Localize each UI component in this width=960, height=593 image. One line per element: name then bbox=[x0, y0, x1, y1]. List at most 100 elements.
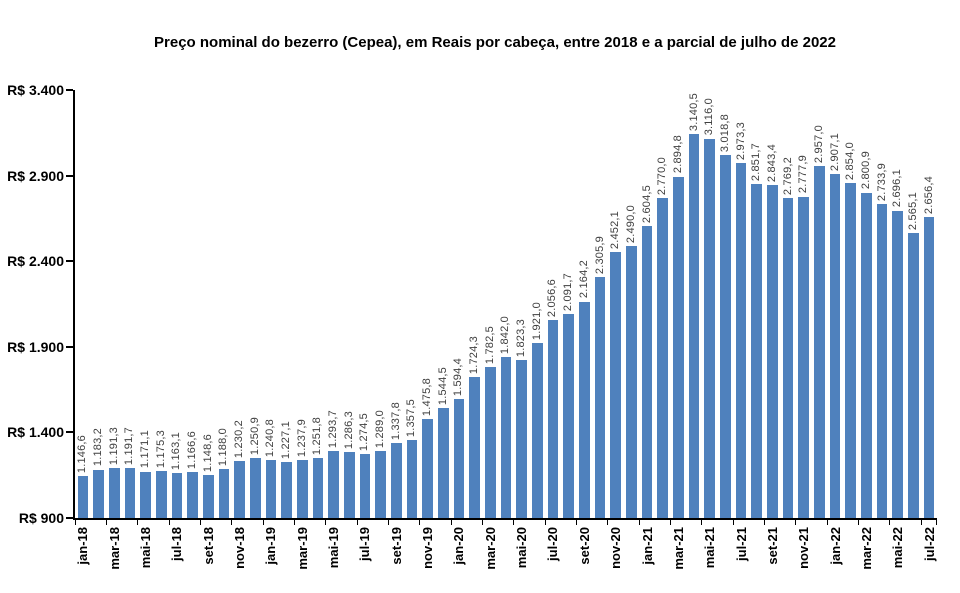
bar bbox=[876, 204, 888, 518]
bar-value-text: 1.357,5 bbox=[405, 398, 418, 437]
bar-slot: 1.237,9 mar-19 bbox=[294, 90, 310, 570]
bar-value-label: 3.116,0 bbox=[702, 98, 718, 135]
bar-value-text: 1.191,3 bbox=[107, 427, 120, 466]
x-axis-tick-mark bbox=[513, 518, 515, 525]
y-axis-tick-mark bbox=[66, 260, 73, 263]
bar-slot: 1.293,7 mai-19 bbox=[326, 90, 342, 569]
bar-slot: 1.191,7 bbox=[122, 90, 138, 518]
x-axis-tick-mark bbox=[701, 518, 703, 525]
x-axis-tick-mark bbox=[356, 518, 358, 525]
bar-value-label: 1.163,1 bbox=[169, 432, 185, 470]
x-axis-label-text: jan-19 bbox=[263, 527, 279, 565]
bar-value-text: 1.166,6 bbox=[186, 431, 199, 470]
bar-value-text: 2.604,5 bbox=[640, 185, 653, 224]
y-axis-tick-mark bbox=[66, 89, 73, 91]
x-axis-tick-mark bbox=[826, 518, 828, 525]
bar-value-label: 1.337,8 bbox=[388, 402, 404, 440]
bar-value-label: 2.800,9 bbox=[859, 151, 875, 189]
x-axis-tick-mark bbox=[576, 518, 578, 525]
bar-value-label: 2.565,1 bbox=[906, 192, 922, 230]
x-axis-tick-mark bbox=[262, 518, 264, 525]
bar-value-text: 2.800,9 bbox=[859, 151, 872, 190]
x-axis-label: jan-18 bbox=[75, 527, 91, 565]
bar bbox=[375, 451, 386, 518]
bar bbox=[579, 301, 590, 518]
bar-value-text: 1.230,2 bbox=[233, 420, 246, 459]
x-axis-label: mai-18 bbox=[138, 527, 154, 568]
x-axis-tick-mark bbox=[293, 518, 295, 525]
x-axis-tick-mark bbox=[105, 518, 107, 525]
x-axis-tick-mark bbox=[231, 518, 233, 525]
bar-slot: 1.188,0 bbox=[216, 90, 232, 518]
bar-value-text: 1.250,9 bbox=[248, 416, 261, 455]
bar bbox=[720, 155, 731, 518]
bar bbox=[735, 163, 747, 518]
bar-slot: 1.842,0 bbox=[498, 90, 514, 518]
y-axis-tick-label: R$ 3.400 bbox=[7, 82, 64, 98]
x-axis-label: set-20 bbox=[577, 527, 593, 565]
bar-slot: 1.183,2 bbox=[91, 90, 107, 518]
bar-slot: 1.475,8 nov-19 bbox=[420, 90, 436, 569]
bar-value-text: 1.146,6 bbox=[76, 434, 89, 473]
plot-area: 1.146,6 jan-18 1.183,2 1.191,3 mar-18 1.191,7… bbox=[66, 89, 937, 570]
bar-value-label: 2.973,3 bbox=[733, 122, 749, 160]
x-axis-label-text: nov-18 bbox=[232, 527, 248, 569]
bar-value-label: 2.777,9 bbox=[796, 155, 812, 193]
bar-slot: 1.337,8 set-19 bbox=[388, 90, 404, 565]
bar-value-text: 1.337,8 bbox=[389, 401, 402, 441]
y-axis-tick-label: R$ 900 bbox=[18, 510, 64, 526]
x-axis-label: jul-21 bbox=[733, 527, 749, 561]
x-axis-label-text: set-19 bbox=[388, 527, 404, 565]
bar bbox=[202, 475, 214, 518]
x-axis-label-text: nov-19 bbox=[420, 527, 436, 569]
bar-value-label: 1.175,3 bbox=[153, 430, 169, 468]
bar-value-label: 1.293,7 bbox=[326, 410, 342, 448]
y-axis-tick-mark bbox=[66, 517, 73, 519]
bar-slot: 2.777,9 nov-21 bbox=[796, 90, 812, 569]
bar-value-label: 1.191,7 bbox=[122, 427, 138, 465]
y-axis-tick-label: R$ 1.400 bbox=[7, 424, 64, 441]
bar-value-text: 2.056,6 bbox=[546, 278, 559, 317]
x-axis-tick-mark bbox=[387, 518, 389, 525]
x-axis-label-text: jan-22 bbox=[827, 527, 843, 565]
bar-value-text: 2.843,4 bbox=[765, 144, 778, 183]
bar-slot: 1.823,3 mai-20 bbox=[514, 90, 530, 568]
x-axis-label-text: mai-20 bbox=[514, 527, 530, 569]
bar-value-text: 1.274,5 bbox=[358, 412, 371, 451]
bar-value-label: 1.171,1 bbox=[138, 430, 154, 468]
bar-value-text: 2.957,0 bbox=[812, 124, 825, 163]
x-axis-tick-mark bbox=[450, 518, 452, 525]
x-axis-label-text: mar-19 bbox=[294, 527, 310, 570]
bar bbox=[108, 468, 120, 518]
bar bbox=[343, 451, 355, 518]
x-axis-label-text: jan-18 bbox=[75, 527, 91, 565]
x-axis-label: jul-20 bbox=[545, 527, 561, 561]
bar-slot: 1.171,1 mai-18 bbox=[138, 90, 154, 568]
bar-slot: 2.854,0 bbox=[843, 90, 859, 518]
bar-value-label: 1.544,5 bbox=[435, 367, 451, 405]
x-axis-label: jan-21 bbox=[639, 527, 655, 565]
bar-slot: 1.163,1 jul-18 bbox=[169, 90, 185, 561]
x-axis-label-text: mar-20 bbox=[482, 527, 498, 570]
bar bbox=[422, 419, 433, 518]
x-axis-label: mai-21 bbox=[702, 527, 718, 568]
bar-value-label: 3.140,5 bbox=[686, 93, 702, 131]
bar-slot: 2.696,1 mai-22 bbox=[890, 90, 906, 568]
x-axis-label-text: nov-21 bbox=[796, 527, 812, 569]
x-axis-label-text: jan-21 bbox=[639, 527, 655, 565]
bar-slot: 2.565,1 bbox=[906, 90, 922, 518]
x-axis-label-text: mai-18 bbox=[138, 527, 154, 569]
bar bbox=[453, 399, 465, 518]
bar-slot: 1.230,2 nov-18 bbox=[232, 90, 248, 569]
bar-slot: 2.733,9 bbox=[874, 90, 890, 518]
bar-value-text: 2.777,9 bbox=[797, 155, 810, 194]
bar bbox=[437, 407, 449, 518]
bar bbox=[594, 277, 606, 518]
bar bbox=[531, 343, 543, 518]
bar-slot: 1.146,6 jan-18 bbox=[75, 90, 91, 565]
bar-value-label: 2.894,8 bbox=[671, 135, 687, 173]
bar bbox=[798, 196, 810, 518]
bar bbox=[328, 450, 339, 518]
bar-value-label: 2.696,1 bbox=[890, 169, 906, 207]
x-axis-tick-mark bbox=[481, 518, 483, 525]
